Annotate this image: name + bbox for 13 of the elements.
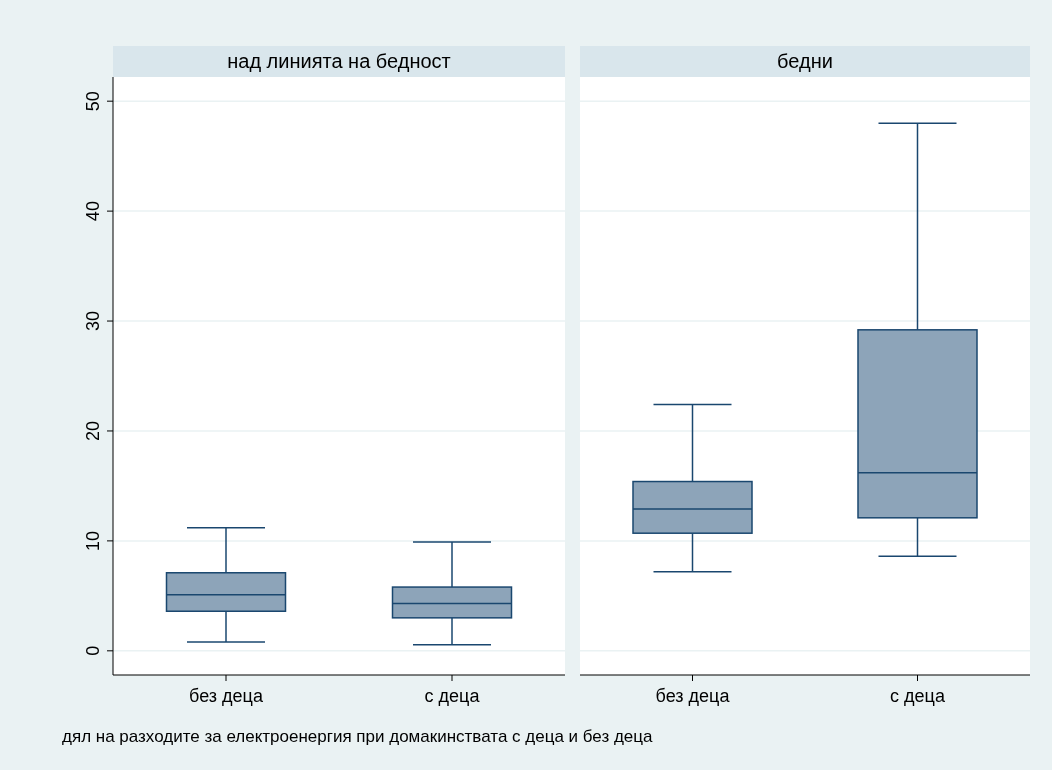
y-tick-label: 30 <box>83 311 103 332</box>
y-tick-label: 0 <box>83 645 103 656</box>
chart-title: над линията на бедност <box>227 50 451 72</box>
x-tick-label: без деца <box>655 686 731 706</box>
y-tick-label: 20 <box>83 420 103 441</box>
text: дял на разходите за електроенергия при домакинствата с деца и без деца <box>62 727 654 746</box>
y-tick-label: 40 <box>83 201 103 222</box>
x-tick-label: с деца <box>424 686 481 706</box>
x-tick-label: с деца <box>890 686 946 706</box>
chart-title: бедни <box>777 50 833 72</box>
y-tick-label: 50 <box>83 91 103 112</box>
x-tick-label: без деца <box>189 686 264 706</box>
y-tick-label: 10 <box>83 530 103 551</box>
